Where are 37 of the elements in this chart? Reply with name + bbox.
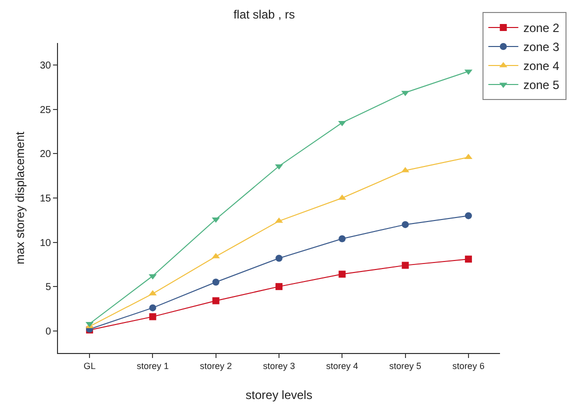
point	[338, 120, 346, 126]
x-tick-label: storey 3	[262, 360, 296, 371]
point	[212, 297, 220, 304]
point	[149, 304, 156, 312]
y-tick-label: 25	[40, 104, 52, 116]
x-axis-title: storey levels	[246, 388, 312, 402]
legend-label: zone 5	[523, 78, 560, 92]
point	[464, 256, 472, 263]
point	[212, 252, 220, 258]
point	[464, 154, 472, 160]
point	[276, 254, 282, 262]
point	[401, 90, 410, 96]
y-tick-label: 10	[40, 238, 52, 249]
x-tick-label: storey 1	[136, 360, 169, 371]
y-tick-label: 5	[45, 282, 52, 294]
x-tick-label: GL	[84, 360, 96, 371]
x-tick-label: storey 6	[452, 360, 484, 371]
chart-title: flat slab , rs	[233, 8, 295, 22]
legend-label: zone 3	[523, 40, 560, 54]
point	[276, 283, 282, 290]
x-tick-label: storey 5	[389, 360, 422, 371]
legend-label: zone 4	[523, 59, 560, 74]
y-tick-label: 30	[40, 60, 52, 72]
y-axis-title: max storey displacement	[13, 130, 27, 264]
point	[212, 278, 220, 286]
point	[402, 221, 409, 228]
y-tick-label: 20	[40, 149, 52, 160]
point	[402, 262, 409, 269]
point	[338, 270, 346, 278]
x-tick-label: storey 4	[326, 360, 358, 371]
x-tick-label: storey 2	[200, 360, 232, 371]
y-tick-label: 15	[40, 194, 52, 204]
point	[464, 212, 472, 220]
point	[149, 313, 156, 320]
point	[338, 235, 346, 242]
y-tick-label: 0	[45, 326, 52, 338]
legend-label: zone 2	[523, 21, 560, 36]
